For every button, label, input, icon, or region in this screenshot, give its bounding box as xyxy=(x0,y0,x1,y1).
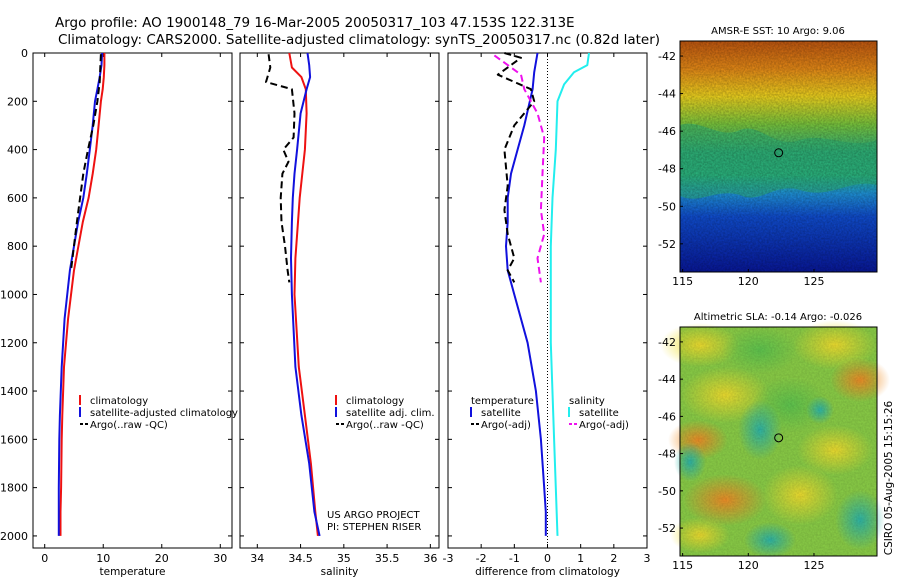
map-y-tick-label: -44 xyxy=(658,373,676,386)
legend-entry: salinity xyxy=(569,396,605,407)
map-x-tick-label: 125 xyxy=(803,275,824,288)
x-tick-label: 35 xyxy=(337,552,351,565)
x-tick-label: 30 xyxy=(213,552,227,565)
x-tick-label: -3 xyxy=(443,552,454,565)
y-tick-label: 2000 xyxy=(0,530,28,543)
x-tick-label: 34 xyxy=(250,552,264,565)
map-x-tick-label: 115 xyxy=(672,275,693,288)
figure-title-line2: Climatology: CARS2000. Satellite-adjuste… xyxy=(58,32,660,48)
y-tick-label: 800 xyxy=(7,240,28,253)
float-position-marker xyxy=(774,148,784,158)
y-tick-label: 1400 xyxy=(0,385,28,398)
map-y-tick-label: -50 xyxy=(658,200,676,213)
x-tick-label: 34.5 xyxy=(288,552,313,565)
x-tick-label: 3 xyxy=(644,552,651,565)
y-tick-label: 0 xyxy=(21,47,28,60)
map-y-tick-label: -44 xyxy=(658,88,676,101)
difference-profile-panel: -3 -2 -1 0 1 2 3 difference from climatology tem… xyxy=(443,52,651,578)
x-axis-label: difference from climatology xyxy=(475,566,620,578)
map-y-tick-label: -48 xyxy=(658,163,676,176)
series-line-black xyxy=(265,54,296,283)
y-tick-label: 200 xyxy=(7,95,28,108)
y-tick-label: 1600 xyxy=(0,433,28,446)
plot-frame xyxy=(239,52,440,549)
legend-entry: temperature xyxy=(471,396,534,407)
legend-entry: Argo(..raw -QC) xyxy=(346,420,424,431)
x-tick-label: 0 xyxy=(41,552,48,565)
sla-map-title: Altimetric SLA: -0.14 Argo: -0.026 xyxy=(694,312,862,323)
map-y-tick-label: -42 xyxy=(658,336,676,349)
legend-entry: Argo(-adj) xyxy=(579,420,629,431)
x-tick-label: 1 xyxy=(577,552,584,565)
figure-title-line1: Argo profile: AO 1900148_79 16-Mar-2005 … xyxy=(55,15,575,31)
x-tick-label: 35.5 xyxy=(375,552,400,565)
x-axis-label: salinity xyxy=(321,566,359,578)
y-tick-label: 600 xyxy=(7,192,28,205)
legend-entry: climatology xyxy=(346,396,404,407)
y-tick-label: 400 xyxy=(7,144,28,157)
map-y-tick-label: -52 xyxy=(658,238,676,251)
legend-entry: climatology xyxy=(90,396,148,407)
series-line-red xyxy=(288,52,319,537)
x-tick-label: 20 xyxy=(155,552,169,565)
x-tick-label: 0 xyxy=(544,552,551,565)
legend-entry: Argo(-adj) xyxy=(481,420,531,431)
legend-entry: satellite adj. clim. xyxy=(346,408,435,419)
sst-map-panel: AMSR-E SST: 10 Argo: 9.06 115 120 125 -42 -4… xyxy=(658,26,878,288)
series-line-blue xyxy=(505,52,547,536)
salinity-profile-panel: 34 34.5 35 35.5 36 salinity climatologysatelli… xyxy=(239,52,440,578)
y-tick-label: 1800 xyxy=(0,482,28,495)
series-line-magenta xyxy=(493,54,546,283)
map-y-tick-label: -46 xyxy=(658,410,676,423)
map-x-tick-label: 120 xyxy=(738,559,759,572)
x-tick-label: 10 xyxy=(96,552,110,565)
map-y-tick-label: -48 xyxy=(658,448,676,461)
sla-map-frame xyxy=(679,326,878,557)
temperature-profile-panel: 0 10 20 30 0 200 400 600 800 1000 1200 1400 1600 1800… xyxy=(0,47,238,578)
plot-frame xyxy=(32,52,233,549)
map-y-tick-label: -42 xyxy=(658,50,676,63)
plot-frame xyxy=(447,52,648,549)
map-y-tick-label: -50 xyxy=(658,485,676,498)
x-tick-label: -1 xyxy=(509,552,520,565)
map-x-tick-label: 125 xyxy=(803,559,824,572)
sst-map-title: AMSR-E SST: 10 Argo: 9.06 xyxy=(711,26,845,37)
series-line-black xyxy=(70,54,102,271)
x-axis-label: temperature xyxy=(100,566,166,578)
map-y-tick-label: -46 xyxy=(658,125,676,138)
series-line-red xyxy=(59,53,106,536)
y-tick-label: 1000 xyxy=(0,288,28,301)
legend-entry: satellite xyxy=(579,408,619,419)
sst-map-frame xyxy=(679,40,878,273)
series-line-black xyxy=(496,52,536,283)
x-tick-label: 2 xyxy=(610,552,617,565)
y-tick-label: 1200 xyxy=(0,337,28,350)
project-annotation: PI: STEPHEN RISER xyxy=(327,522,421,533)
x-tick-label: -2 xyxy=(476,552,487,565)
series-line-cyan xyxy=(549,52,590,536)
sla-map-panel: Altimetric SLA: -0.14 Argo: -0.026 115 12… xyxy=(658,312,890,572)
float-position-marker xyxy=(774,433,784,443)
map-y-tick-label: -52 xyxy=(658,522,676,535)
series-line-blue xyxy=(290,52,321,537)
legend-entry: satellite-adjusted climatology xyxy=(90,408,238,419)
credit-stamp: CSIRO 05-Aug-2005 15:15:26 xyxy=(883,400,895,555)
map-x-tick-label: 115 xyxy=(672,559,693,572)
legend-entry: Argo(..raw -QC) xyxy=(90,420,168,431)
project-annotation: US ARGO PROJECT xyxy=(327,510,421,521)
series-line-blue xyxy=(57,52,104,536)
x-tick-label: 36 xyxy=(423,552,437,565)
legend-entry: satellite xyxy=(481,408,521,419)
map-x-tick-label: 120 xyxy=(738,275,759,288)
